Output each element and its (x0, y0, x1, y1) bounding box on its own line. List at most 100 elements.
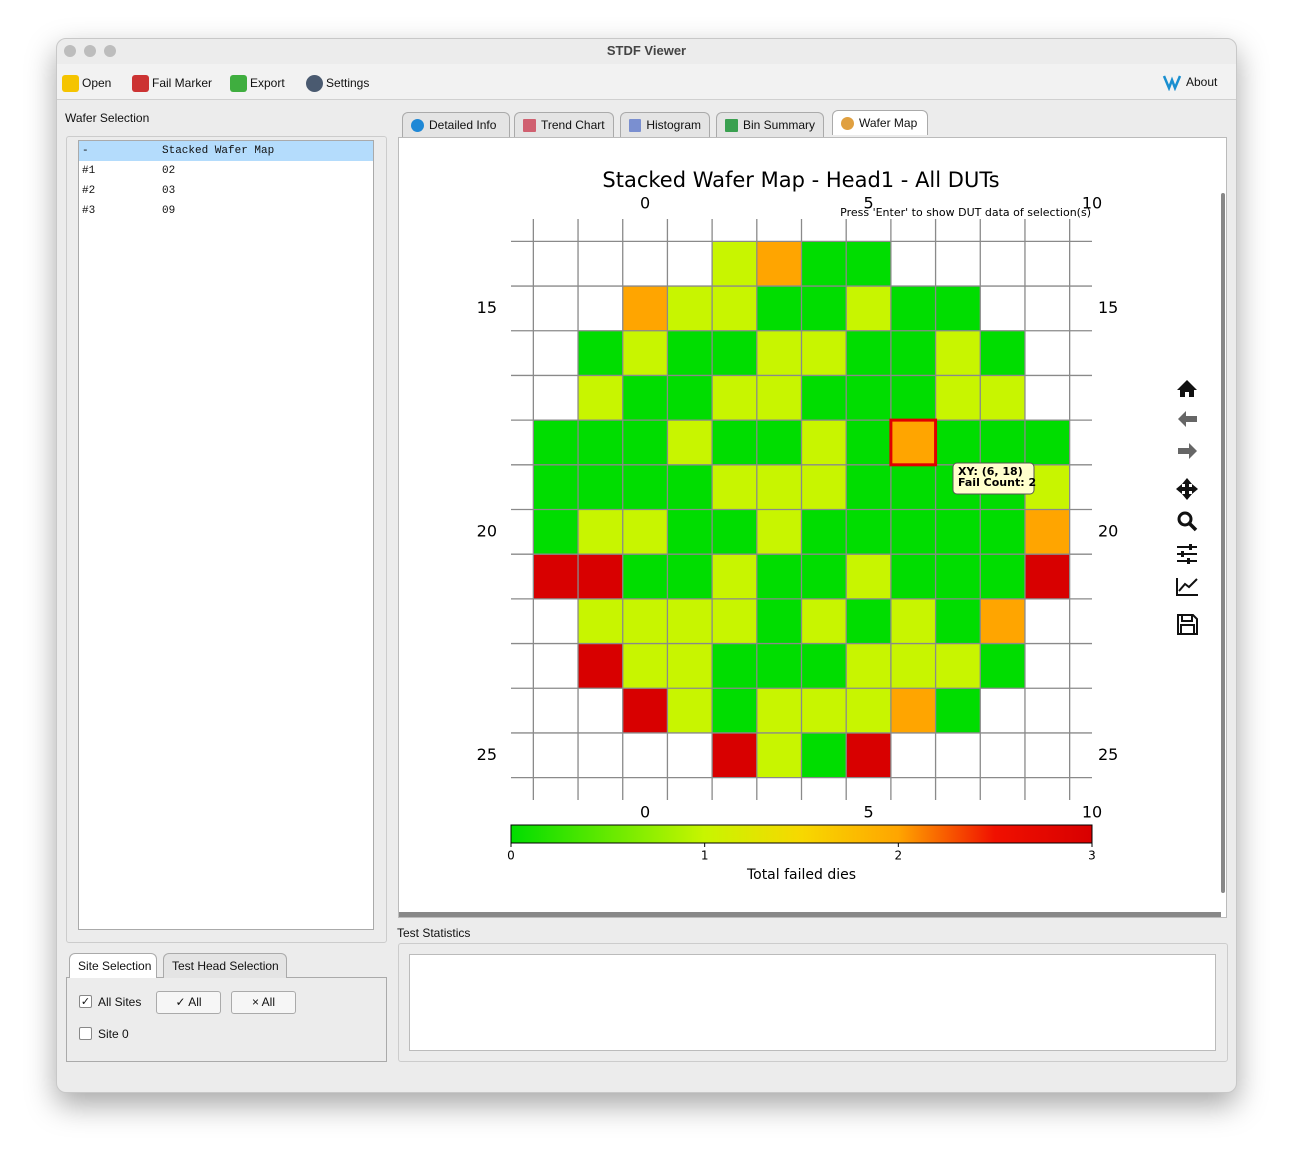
wafer-cell: - (82, 145, 89, 157)
test-statistics-title: Test Statistics (397, 926, 471, 940)
die-cell (801, 688, 847, 733)
tab[interactable]: Wafer Map (832, 110, 928, 135)
die-cell (622, 375, 668, 421)
y-tick-label: 15 (477, 298, 497, 317)
die-cell (578, 598, 623, 644)
die-cell (622, 688, 668, 733)
die-cell (846, 598, 891, 644)
tab-icon (725, 118, 738, 132)
toolbar-button[interactable]: Open (62, 72, 111, 94)
die-cell (622, 464, 668, 510)
tab-label: Detailed Info (429, 118, 497, 132)
wafer-row[interactable]: #1 02 (79, 161, 373, 181)
die-cell (712, 464, 757, 510)
x-tick-label: 0 (640, 803, 650, 822)
wafer-cell: 03 (162, 185, 176, 197)
die-cell (578, 464, 623, 510)
minimize-button[interactable] (84, 45, 96, 57)
x-tick-label: 0 (640, 194, 650, 213)
die-cell (756, 732, 802, 778)
tab-icon (841, 116, 854, 130)
toolbar-icon (62, 74, 79, 92)
wafer-group (66, 136, 387, 943)
die-cell (533, 420, 579, 465)
tab[interactable]: Trend Chart (514, 112, 614, 137)
die-cell (801, 286, 847, 331)
die-cell (712, 643, 757, 689)
die-cell (846, 375, 891, 421)
wafer-row[interactable]: #3 09 (79, 201, 373, 221)
die-cell (890, 420, 936, 465)
tab[interactable]: Detailed Info (402, 112, 510, 137)
die-cell (712, 375, 757, 421)
die-cell (622, 286, 668, 331)
die-cell (846, 286, 891, 331)
edit-axis-icon[interactable] (1176, 578, 1198, 596)
die-cell (622, 554, 668, 599)
die-cell (980, 330, 1025, 376)
tab-label: Bin Summary (742, 118, 815, 132)
pan-icon[interactable] (1176, 478, 1198, 500)
site-label: Site 0 (98, 1027, 129, 1041)
die-cell (578, 554, 623, 599)
die-cell (578, 420, 623, 465)
die-cell (980, 375, 1025, 421)
die-cell (756, 241, 802, 287)
die-cell (712, 420, 757, 465)
wafer-cell: #2 (82, 185, 96, 197)
about-button[interactable]: About (1162, 73, 1217, 91)
die-cell (756, 643, 802, 689)
die-cell (622, 330, 668, 376)
tab-label: Wafer Map (859, 116, 918, 130)
wafer-cell: 02 (162, 165, 176, 177)
window-title: STDF Viewer (606, 43, 687, 58)
tooltip-box (952, 462, 1035, 495)
uncheck-all-button[interactable]: × All (231, 991, 296, 1014)
chart-note: Press 'Enter' to show DUT data of select… (840, 206, 1091, 219)
y-tick-label: 20 (477, 521, 497, 540)
toolbar-button[interactable]: Export (230, 72, 285, 94)
colorbar-tick-label: 3 (1088, 849, 1096, 863)
all-sites-checkbox[interactable]: ✓ (79, 995, 92, 1008)
wafer-list: - Stacked Wafer Map #1 02 #2 03 #3 09 (78, 140, 374, 930)
site-tab[interactable]: Site Selection (69, 953, 157, 978)
die-cell (890, 643, 936, 689)
zoom-icon[interactable] (1177, 511, 1193, 527)
check-all-button[interactable]: ✓ All (156, 991, 221, 1014)
die-cell (846, 464, 891, 510)
die-cell (667, 464, 713, 510)
die-cell (801, 375, 847, 421)
close-button[interactable] (64, 45, 76, 57)
forward-icon[interactable] (1178, 443, 1197, 459)
tab[interactable]: Bin Summary (716, 112, 824, 137)
site-tab[interactable]: Test Head Selection (163, 953, 287, 978)
toolbar-button[interactable]: Settings (306, 72, 369, 94)
y-tick-label: 25 (1098, 745, 1118, 764)
tab[interactable]: Histogram (620, 112, 710, 137)
die-cell (756, 286, 802, 331)
save-icon[interactable] (1177, 614, 1198, 635)
die-cell (935, 688, 981, 733)
die-cell (622, 420, 668, 465)
home-icon[interactable] (1177, 380, 1197, 397)
die-cell (712, 732, 757, 778)
die-cell (801, 464, 847, 510)
toolbar-icon (132, 74, 149, 92)
wafer-row[interactable]: - Stacked Wafer Map (79, 141, 373, 161)
y-tick-label: 15 (1098, 298, 1118, 317)
die-cell (712, 554, 757, 599)
x-tick-label: 10 (1082, 194, 1102, 213)
die-cell (890, 464, 936, 510)
site-checkbox[interactable] (79, 1027, 92, 1040)
wafer-cell: #3 (82, 205, 96, 217)
wafer-row[interactable]: #2 03 (79, 181, 373, 201)
back-icon[interactable] (1178, 411, 1197, 427)
colorbar-label: Total failed dies (746, 867, 856, 883)
die-cell (756, 688, 802, 733)
die-cell (980, 554, 1025, 599)
zoom-button[interactable] (104, 45, 116, 57)
die-cell (712, 286, 757, 331)
toolbar-button[interactable]: Fail Marker (132, 72, 212, 94)
y-tick-label: 25 (477, 745, 497, 764)
die-cell (667, 375, 713, 421)
